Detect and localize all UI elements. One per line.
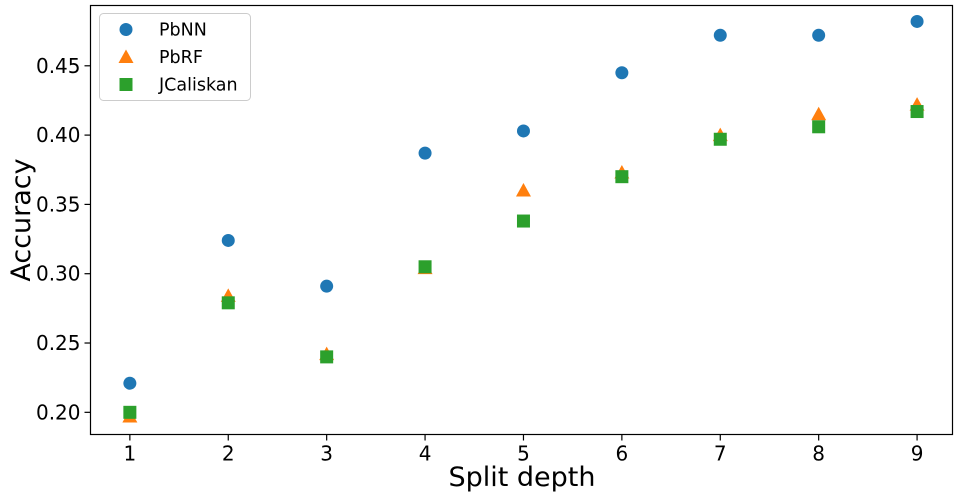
point-jcaliskan <box>221 296 235 310</box>
point-jcaliskan <box>713 132 727 146</box>
point-pbrf <box>811 106 827 121</box>
point-jcaliskan <box>123 405 137 419</box>
point-jcaliskan <box>910 105 924 119</box>
y-tick-label: 0.40 <box>36 123 81 147</box>
point-pbnn <box>713 28 727 42</box>
x-axis-title: Split depth <box>448 462 595 493</box>
y-tick-label: 0.30 <box>36 262 81 286</box>
x-tick-label: 3 <box>320 442 333 466</box>
point-pbnn <box>221 233 235 247</box>
point-pbrf <box>515 183 531 197</box>
y-tick-label: 0.45 <box>36 54 81 78</box>
legend-label-jcaliskan: JCaliskan <box>158 76 238 96</box>
x-tick-label: 4 <box>419 442 432 466</box>
point-pbnn <box>812 28 826 42</box>
legend-label-pbrf: PbRF <box>159 48 203 68</box>
x-tick-label: 5 <box>517 442 530 466</box>
axis-ticks: 1 2 3 4 5 6 7 8 9 0.20 0.25 0.30 0.35 0.40 0.45 <box>36 54 923 466</box>
point-jcaliskan <box>615 170 629 184</box>
point-jcaliskan <box>418 260 432 274</box>
y-tick-label: 0.20 <box>36 400 81 424</box>
point-jcaliskan <box>812 120 826 134</box>
legend-marker-pbnn <box>119 23 133 36</box>
legend-marker-jcaliskan <box>119 78 133 91</box>
x-tick-label: 7 <box>714 442 727 466</box>
plot-frame <box>89 4 954 436</box>
x-tick-label: 8 <box>812 442 825 466</box>
x-tick-label: 1 <box>123 442 136 466</box>
point-pbnn <box>615 66 629 80</box>
y-tick-label: 0.35 <box>36 192 81 216</box>
point-pbnn <box>418 146 432 160</box>
legend: PbNN PbRF JCaliskan <box>99 13 251 101</box>
x-tick-label: 9 <box>911 442 924 466</box>
point-pbnn <box>123 376 137 390</box>
point-jcaliskan <box>516 214 530 228</box>
legend-label-pbnn: PbNN <box>159 21 207 41</box>
data-points <box>122 14 925 423</box>
y-tick-label: 0.25 <box>36 331 81 355</box>
y-axis-title: Accuracy <box>6 158 37 281</box>
x-tick-label: 6 <box>616 442 629 466</box>
series-jcaliskan <box>123 105 924 419</box>
point-jcaliskan <box>320 350 334 364</box>
x-tick-label: 2 <box>222 442 235 466</box>
point-pbnn <box>320 279 334 293</box>
point-pbnn <box>910 14 924 28</box>
point-pbnn <box>516 124 530 138</box>
series-pbrf <box>122 97 925 423</box>
legend-marker-pbrf <box>118 49 134 63</box>
series-pbnn <box>123 14 924 390</box>
legend-frame <box>99 13 251 101</box>
